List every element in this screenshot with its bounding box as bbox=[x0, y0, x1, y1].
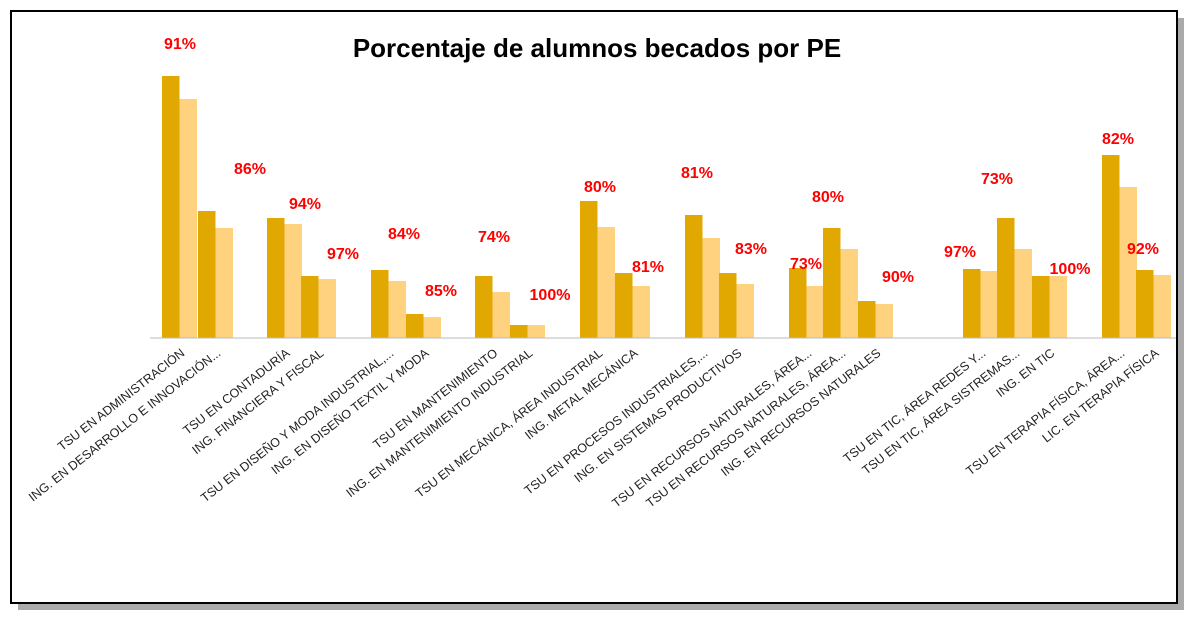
bar bbox=[719, 273, 737, 338]
bar bbox=[963, 269, 981, 338]
bar bbox=[736, 284, 754, 338]
percent-label: 85% bbox=[425, 283, 457, 300]
bar bbox=[318, 279, 336, 338]
percent-label: 97% bbox=[327, 246, 359, 263]
bar bbox=[179, 99, 197, 338]
percent-label: 81% bbox=[681, 165, 713, 182]
bar bbox=[475, 276, 493, 338]
bar bbox=[284, 224, 302, 338]
bar bbox=[1136, 270, 1154, 338]
percent-label: 92% bbox=[1127, 241, 1159, 258]
bar bbox=[371, 270, 389, 338]
percent-label: 82% bbox=[1102, 131, 1134, 148]
percent-label: 100% bbox=[530, 287, 571, 304]
bar bbox=[840, 249, 858, 338]
bar bbox=[406, 314, 424, 338]
bar bbox=[806, 286, 824, 338]
bar bbox=[510, 325, 528, 338]
bar bbox=[388, 281, 406, 338]
bar bbox=[301, 276, 319, 338]
percent-label: 80% bbox=[584, 179, 616, 196]
percent-label: 100% bbox=[1050, 261, 1091, 278]
bar bbox=[1119, 187, 1137, 338]
bar bbox=[615, 273, 633, 338]
percent-label: 97% bbox=[944, 244, 976, 261]
bar bbox=[632, 286, 650, 338]
percent-label: 94% bbox=[289, 196, 321, 213]
percent-label: 86% bbox=[234, 161, 266, 178]
bar bbox=[997, 218, 1015, 338]
bar bbox=[1102, 155, 1120, 338]
percent-label: 74% bbox=[478, 229, 510, 246]
bar bbox=[492, 292, 510, 338]
percent-label: 90% bbox=[882, 269, 914, 286]
bar bbox=[823, 228, 841, 338]
bar bbox=[267, 218, 285, 338]
percent-label: 84% bbox=[388, 226, 420, 243]
bar bbox=[1014, 249, 1032, 338]
percent-label: 73% bbox=[790, 256, 822, 273]
bar bbox=[580, 201, 598, 338]
bar bbox=[1032, 276, 1050, 338]
bar bbox=[597, 227, 615, 338]
bar bbox=[423, 317, 441, 338]
percent-label: 73% bbox=[981, 171, 1013, 188]
chart-title: Porcentaje de alumnos becados por PE bbox=[353, 33, 841, 63]
bar bbox=[702, 238, 720, 338]
bar bbox=[980, 271, 998, 338]
bar bbox=[789, 268, 807, 338]
bar bbox=[527, 325, 545, 338]
bar bbox=[1153, 275, 1171, 338]
percent-label: 80% bbox=[812, 189, 844, 206]
bar bbox=[215, 228, 233, 338]
bar bbox=[858, 301, 876, 338]
bar bbox=[875, 304, 893, 338]
bar bbox=[162, 76, 180, 338]
bar bbox=[685, 215, 703, 338]
percent-label: 83% bbox=[735, 241, 767, 258]
percent-label: 81% bbox=[632, 259, 664, 276]
percent-label: 91% bbox=[164, 36, 196, 53]
bar bbox=[1049, 276, 1067, 338]
bar bbox=[198, 211, 216, 338]
